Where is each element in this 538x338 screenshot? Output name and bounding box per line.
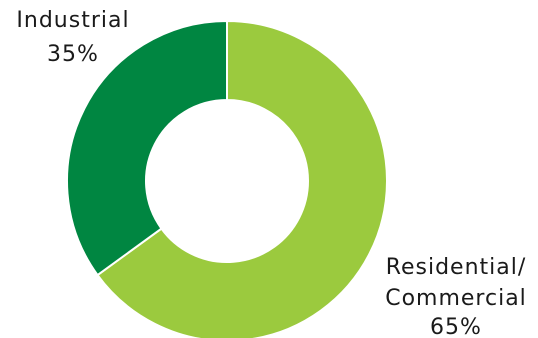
slice-residential-commercial — [96, 19, 388, 338]
donut-slices — [66, 19, 388, 338]
label-residential-line2: Commercial — [385, 286, 527, 311]
label-residential-value: 65% — [430, 315, 482, 338]
slice-industrial — [66, 19, 228, 277]
label-industrial-value: 35% — [47, 42, 99, 67]
label-residential-line1: Residential/ — [386, 255, 527, 280]
label-industrial-name: Industrial — [16, 8, 129, 33]
